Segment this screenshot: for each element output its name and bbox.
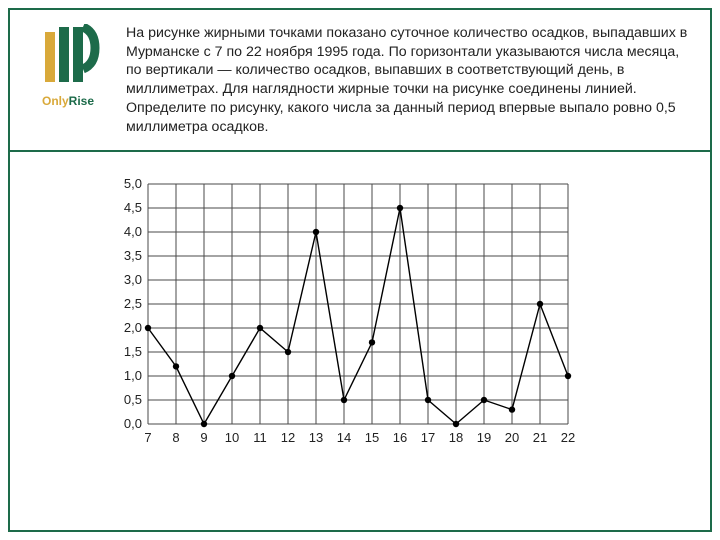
chart-area: 0,0 0,5 1,0 1,5 2,0 2,5 3,0 3,5 4,0 4,5 5,0 7 8 9 10 11…	[10, 152, 710, 470]
y-tick-label: 0,0	[124, 416, 142, 431]
x-tick-label: 19	[477, 430, 491, 445]
x-tick-label: 16	[393, 430, 407, 445]
x-tick-label: 15	[365, 430, 379, 445]
data-point	[285, 349, 291, 355]
x-tick-label: 18	[449, 430, 463, 445]
data-point	[565, 373, 571, 379]
data-point	[257, 325, 263, 331]
y-tick-label: 4,0	[124, 224, 142, 239]
x-tick-label: 8	[172, 430, 179, 445]
logo-caption: OnlyRise	[42, 94, 94, 108]
x-tick-label: 11	[253, 430, 267, 445]
data-point	[509, 407, 515, 413]
logo-mark	[33, 24, 103, 90]
y-tick-label: 3,0	[124, 272, 142, 287]
problem-text: На рисунке жирными точками показано суто…	[126, 24, 692, 136]
y-tick-label: 4,5	[124, 200, 142, 215]
logo: OnlyRise	[24, 24, 112, 108]
x-tick-label: 13	[309, 430, 323, 445]
y-tick-label: 1,0	[124, 368, 142, 383]
x-tick-label: 21	[533, 430, 547, 445]
x-tick-label: 12	[281, 430, 295, 445]
data-point	[369, 340, 375, 346]
y-tick-label: 5,0	[124, 176, 142, 191]
data-point	[201, 421, 207, 427]
x-tick-label: 17	[421, 430, 435, 445]
logo-text-only: Only	[42, 94, 69, 108]
precipitation-chart: 0,0 0,5 1,0 1,5 2,0 2,5 3,0 3,5 4,0 4,5 5,0 7 8 9 10 11…	[110, 174, 578, 450]
x-tick-label: 22	[561, 430, 575, 445]
card-frame: OnlyRise На рисунке жирными точками пока…	[8, 8, 712, 532]
data-point	[341, 397, 347, 403]
data-point	[537, 301, 543, 307]
y-tick-label: 3,5	[124, 248, 142, 263]
data-point	[145, 325, 151, 331]
header-row: OnlyRise На рисунке жирными точками пока…	[10, 10, 710, 152]
data-point	[425, 397, 431, 403]
data-point	[313, 229, 319, 235]
logo-text-rise: Rise	[69, 94, 94, 108]
y-tick-label: 2,5	[124, 296, 142, 311]
x-tick-label: 10	[225, 430, 239, 445]
x-tick-label: 20	[505, 430, 519, 445]
y-tick-label: 2,0	[124, 320, 142, 335]
data-point	[397, 205, 403, 211]
data-point	[229, 373, 235, 379]
data-line	[148, 208, 568, 424]
x-tick-label: 9	[200, 430, 207, 445]
data-point	[173, 364, 179, 370]
data-point	[481, 397, 487, 403]
x-tick-label: 14	[337, 430, 351, 445]
data-point	[453, 421, 459, 427]
y-tick-label: 1,5	[124, 344, 142, 359]
y-tick-label: 0,5	[124, 392, 142, 407]
x-tick-label: 7	[144, 430, 151, 445]
